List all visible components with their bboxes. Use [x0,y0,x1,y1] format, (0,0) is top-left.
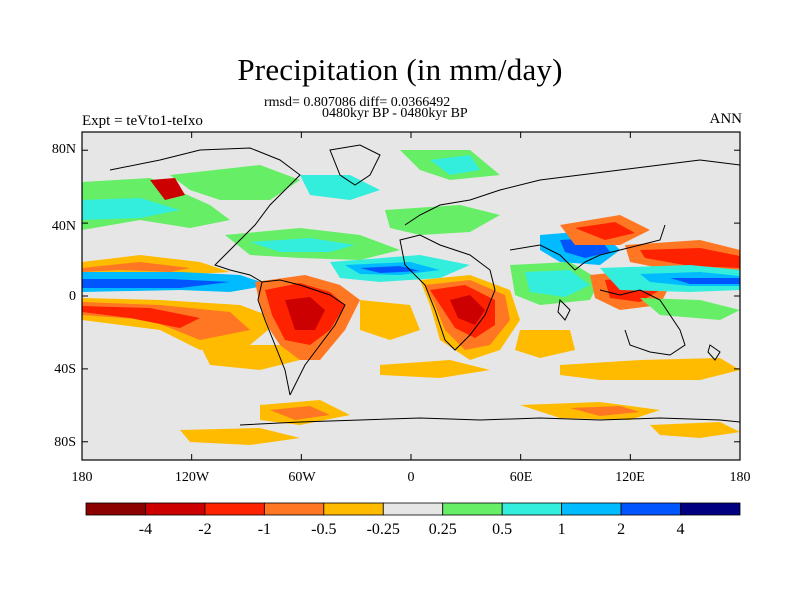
colorbar-swatch [680,502,741,516]
colorbar-swatch [204,502,265,516]
colorbar-label: -4 [138,521,153,538]
colorbar-label: -0.25 [366,521,400,538]
colorbar-label: 1 [557,521,566,538]
stats-line: rmsd= 0.807086 diff= 0.0366492 [264,95,451,110]
colorbar-swatch [323,502,384,516]
colorbar-swatch [263,502,325,516]
y-tick-label: 40S [54,362,76,377]
x-tick-label: 0 [408,470,415,485]
colorbar-label: 2 [617,521,626,538]
colorbar-swatch [620,502,681,516]
colorbar-swatch [561,502,622,516]
x-tick-label: 180 [730,470,751,485]
x-tick-label: 180 [72,470,93,485]
colorbar-label: 0.5 [492,521,513,538]
colorbar-swatch [85,502,146,516]
y-axis-labels: 80N 40N 0 40S 80S [52,142,76,450]
y-tick-label: 80S [54,435,76,450]
precipitation-fill [82,150,740,445]
coastlines [109,144,740,426]
colorbar [85,502,741,516]
experiment-label: Expt = teVto1-teIxo [82,113,203,129]
axis-ticks [81,132,741,460]
x-tick-label: 60W [288,470,316,485]
colorbar-label: -1 [257,521,272,538]
colorbar-label: 4 [676,521,685,538]
colorbar-label: -0.5 [311,521,337,538]
chart-title: Precipitation (in mm/day) [237,52,563,87]
colorbar-swatch [145,502,206,516]
colorbar-swatch [442,502,503,516]
colorbar-swatch [501,502,563,516]
season-label: ANN [709,111,743,127]
y-tick-label: 80N [52,142,76,157]
x-tick-label: 120W [175,470,210,485]
x-tick-label: 60E [510,470,533,485]
y-tick-label: 40N [52,219,76,234]
x-axis-labels: 180 120W 60W 0 60E 120E 180 [72,470,751,485]
period-line: 0480kyr BP - 0480kyr BP [322,106,468,121]
colorbar-swatch [382,502,444,516]
x-tick-label: 120E [615,470,645,485]
y-tick-label: 0 [69,289,76,304]
colorbar-label: 0.25 [428,521,457,538]
colorbar-label: -2 [198,521,212,538]
